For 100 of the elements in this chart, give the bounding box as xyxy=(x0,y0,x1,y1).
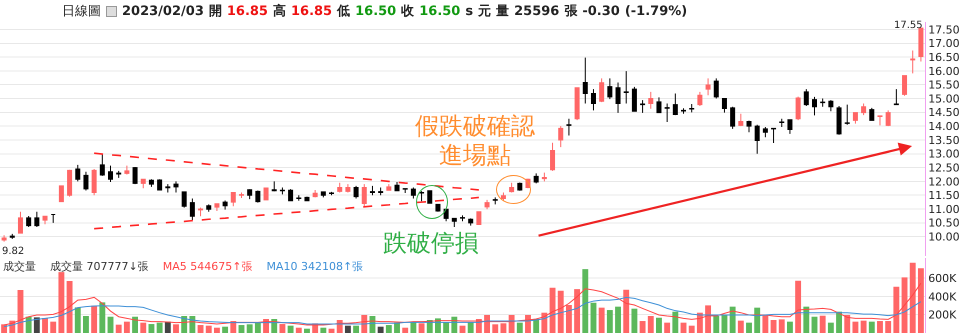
bar xyxy=(566,305,572,333)
candlestick xyxy=(836,105,842,136)
bar xyxy=(860,320,867,333)
candlestick xyxy=(394,181,400,192)
candlestick xyxy=(509,182,514,193)
bar xyxy=(198,325,204,333)
bar xyxy=(443,322,450,333)
candlestick xyxy=(844,104,850,126)
bar xyxy=(508,314,515,333)
y-tick-label: 400K xyxy=(928,290,958,304)
candlestick xyxy=(2,234,7,242)
chart-title: 日線圖 2023/02/03 開 16.85 高 16.85 低 16.50 收 16.50 s 元 量 25596 張 -0.30 (-1.79%) xyxy=(62,4,688,19)
candlestick xyxy=(42,215,48,225)
candlestick xyxy=(886,110,891,127)
candlestick xyxy=(148,178,154,188)
bar xyxy=(598,308,605,333)
annotation: 跌破停損 xyxy=(383,229,479,257)
bar xyxy=(582,269,588,333)
candlestick xyxy=(672,93,678,116)
candlestick xyxy=(468,218,474,226)
candlestick xyxy=(34,211,40,228)
bar xyxy=(795,280,802,333)
candlestick xyxy=(894,88,899,106)
candlestick xyxy=(427,190,432,204)
candlestick xyxy=(861,103,866,116)
candlestick xyxy=(624,70,629,104)
candlestick xyxy=(10,233,15,240)
candlestick xyxy=(550,142,556,172)
bar xyxy=(74,307,81,333)
bar xyxy=(722,314,728,333)
candlestick xyxy=(869,107,874,121)
candlestick xyxy=(157,178,162,192)
candlestick xyxy=(706,78,711,96)
bar xyxy=(836,312,842,333)
candlestick xyxy=(140,178,146,189)
candlestick xyxy=(264,188,269,200)
candlestick xyxy=(354,185,359,200)
bar xyxy=(492,324,498,333)
y-tick-label: 13.50 xyxy=(928,134,960,147)
bar xyxy=(296,328,302,333)
bar xyxy=(778,319,785,333)
candlestick xyxy=(83,171,88,192)
candlestick xyxy=(787,118,792,134)
bar xyxy=(705,305,712,333)
candlestick xyxy=(100,153,105,176)
bar xyxy=(50,322,56,333)
y-tick-label: 600K xyxy=(928,272,958,285)
bar xyxy=(124,322,130,333)
candlestick xyxy=(574,86,580,121)
bar xyxy=(754,308,760,333)
candlestick xyxy=(632,86,637,112)
bar xyxy=(394,322,400,333)
line-series xyxy=(4,296,922,328)
candlestick xyxy=(796,96,801,121)
bar xyxy=(148,324,154,333)
candlestick xyxy=(230,192,236,207)
bar xyxy=(173,324,179,333)
candlestick xyxy=(828,100,834,112)
bar xyxy=(606,310,613,333)
candlestick xyxy=(754,124,760,154)
bar xyxy=(730,306,736,333)
candlestick xyxy=(771,128,776,144)
line-series xyxy=(4,282,922,326)
bar xyxy=(664,322,670,333)
bar xyxy=(541,312,548,333)
bar xyxy=(18,290,24,333)
bar xyxy=(132,316,138,333)
candlestick xyxy=(214,203,220,212)
candlestick xyxy=(656,96,662,114)
y-tick-label: 13.00 xyxy=(928,148,960,161)
y-tick-label: 14.50 xyxy=(928,106,960,120)
bar xyxy=(344,326,351,333)
candlestick xyxy=(132,166,138,185)
candlestick xyxy=(762,126,768,138)
y-tick-label: 11.50 xyxy=(928,189,960,202)
candlestick xyxy=(558,126,564,148)
candlestick xyxy=(517,182,522,192)
bar xyxy=(648,316,654,333)
candlestick xyxy=(92,168,97,196)
candlestick xyxy=(730,106,736,130)
bar xyxy=(762,314,768,333)
annotation: 假跌破確認 xyxy=(415,112,535,140)
bar xyxy=(214,328,220,333)
candlestick xyxy=(542,172,547,182)
bar xyxy=(786,322,793,333)
candlestick xyxy=(280,186,285,195)
bar xyxy=(222,326,228,333)
bar xyxy=(770,320,777,333)
bar xyxy=(254,322,261,333)
candlestick xyxy=(410,186,416,200)
candlestick xyxy=(370,185,375,196)
bar xyxy=(238,325,244,333)
bar xyxy=(164,322,171,333)
candlestick xyxy=(75,164,80,182)
candlestick xyxy=(116,170,122,178)
candlestick xyxy=(460,214,466,222)
candlestick xyxy=(852,112,858,124)
bar xyxy=(550,288,556,333)
y-tick-label: 10.50 xyxy=(928,216,960,230)
candlestick xyxy=(738,113,744,127)
